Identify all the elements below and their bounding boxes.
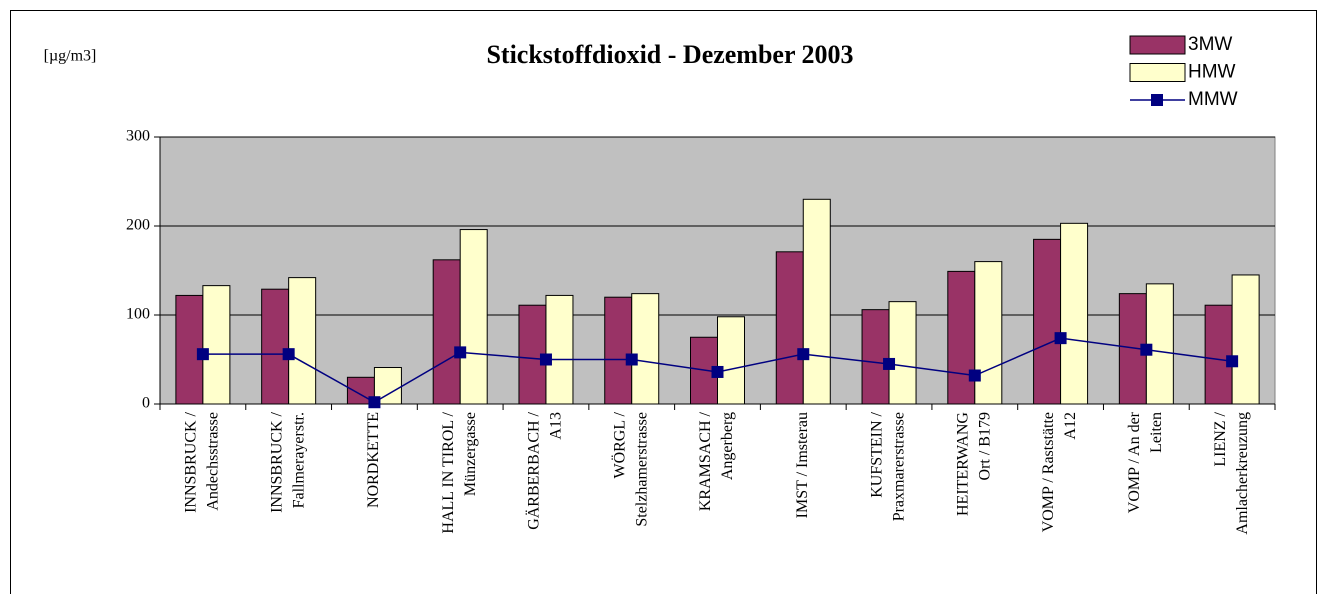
x-tick-label: Amlacherkreuzung: [1234, 412, 1251, 535]
x-tick-label: Fallmerayerstr.: [290, 412, 307, 508]
bar: [631, 293, 660, 405]
x-tick-label: GÄRBERBACH /: [525, 411, 543, 529]
bar: [717, 316, 745, 405]
bar: [202, 285, 231, 405]
y-tick-label: 200: [126, 217, 150, 234]
y-tick-label: 100: [126, 306, 150, 323]
bar: [432, 259, 461, 405]
y-tick-label: 0: [142, 395, 150, 412]
bar: [288, 277, 317, 405]
legend-swatch: [1129, 35, 1186, 55]
marker: [282, 348, 295, 361]
legend-label: HMW: [1188, 62, 1236, 83]
bar: [261, 288, 290, 405]
marker: [625, 353, 638, 366]
y-axis-label: [µg/m3]: [44, 48, 97, 65]
marker: [968, 369, 981, 382]
marker: [196, 348, 209, 361]
bar: [775, 251, 804, 405]
marker: [1054, 332, 1067, 345]
chart-title: Stickstoffdioxid - Dezember 2003: [486, 40, 853, 69]
x-tick-label: KUFSTEIN /: [869, 411, 886, 497]
x-tick-label: KRAMSACH /: [697, 411, 714, 511]
x-tick-label: IMST / Imsterau: [794, 412, 811, 518]
x-tick-label: Stelzhamerstrasse: [633, 412, 650, 527]
bar: [604, 296, 633, 405]
x-tick-label: Leiten: [1148, 412, 1165, 453]
marker: [454, 346, 467, 359]
bar: [1060, 222, 1089, 405]
x-tick-label: HEITERWANG: [954, 412, 971, 516]
marker: [883, 357, 896, 370]
marker: [797, 348, 810, 361]
x-tick-label: Münzergasse: [462, 412, 479, 496]
x-tick-label: VOMP / An der: [1126, 411, 1143, 513]
bar: [1231, 274, 1260, 405]
marker: [711, 365, 724, 378]
x-tick-label: NORDKETTE: [365, 412, 382, 508]
x-tick-label: INNSBRUCK /: [183, 411, 200, 512]
x-tick-label: VOMP / Raststätte: [1040, 412, 1057, 532]
bar: [459, 229, 488, 405]
x-tick-label: WÖRGL /: [610, 411, 628, 478]
bar: [1204, 304, 1233, 405]
legend-label: 3MW: [1188, 34, 1232, 55]
legend-label: MMW: [1188, 89, 1238, 110]
x-tick-label: INNSBRUCK /: [268, 411, 285, 512]
legend-marker: [1151, 94, 1163, 106]
marker: [1140, 343, 1153, 356]
bar: [545, 294, 574, 405]
x-tick-label: A12: [1062, 412, 1079, 440]
x-tick-label: Andechsstrasse: [205, 412, 222, 511]
x-tick-label: Praxmarerstrasse: [891, 412, 908, 521]
x-tick-label: LIENZ /: [1212, 411, 1229, 466]
bar: [888, 301, 917, 405]
x-tick-label: Angerberg: [719, 412, 736, 480]
bar: [861, 309, 890, 405]
marker: [368, 396, 381, 409]
x-tick-label: Ort / B179: [976, 412, 993, 480]
x-tick-label: A13: [548, 412, 565, 440]
marker: [539, 353, 552, 366]
bar: [974, 261, 1003, 405]
marker: [1226, 355, 1239, 368]
y-tick-label: 300: [126, 128, 150, 145]
x-tick-label: HALL IN TIROL /: [440, 411, 457, 533]
bar: [802, 198, 831, 405]
bar: [1033, 238, 1062, 405]
bar: [947, 270, 976, 405]
legend-swatch: [1129, 63, 1186, 82]
